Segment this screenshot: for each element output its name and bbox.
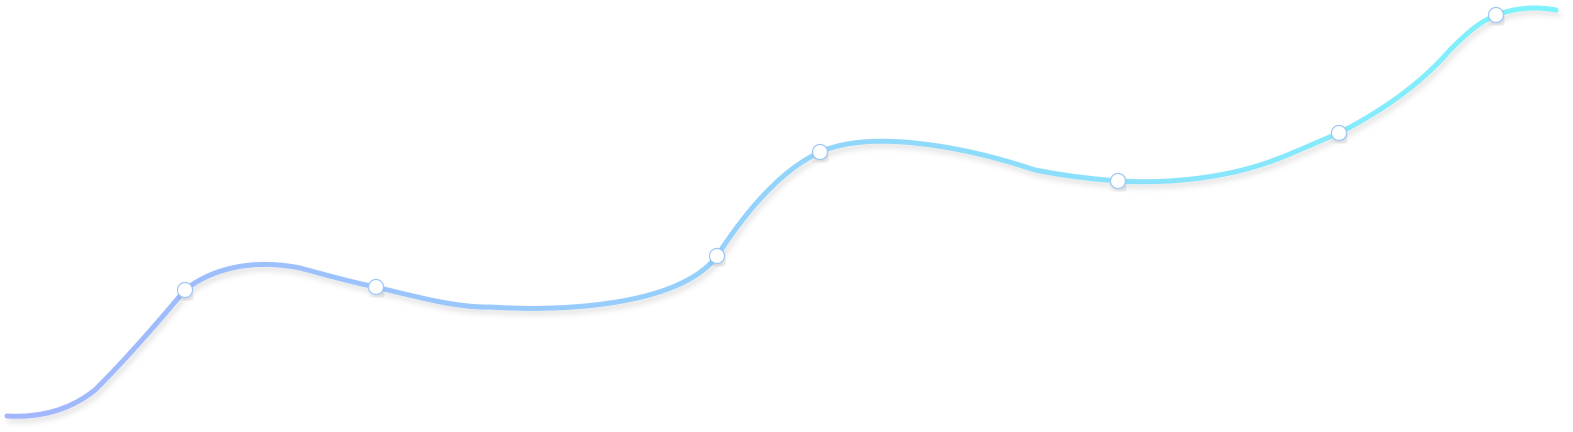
curve-marker — [811, 143, 829, 161]
curve-marker — [176, 281, 194, 299]
curve-marker — [708, 247, 726, 265]
curve-marker — [1109, 172, 1127, 190]
curve-marker — [1330, 124, 1348, 142]
curve-line — [4, 5, 1559, 419]
curve-marker — [367, 278, 385, 296]
curve-marker — [1487, 6, 1505, 24]
